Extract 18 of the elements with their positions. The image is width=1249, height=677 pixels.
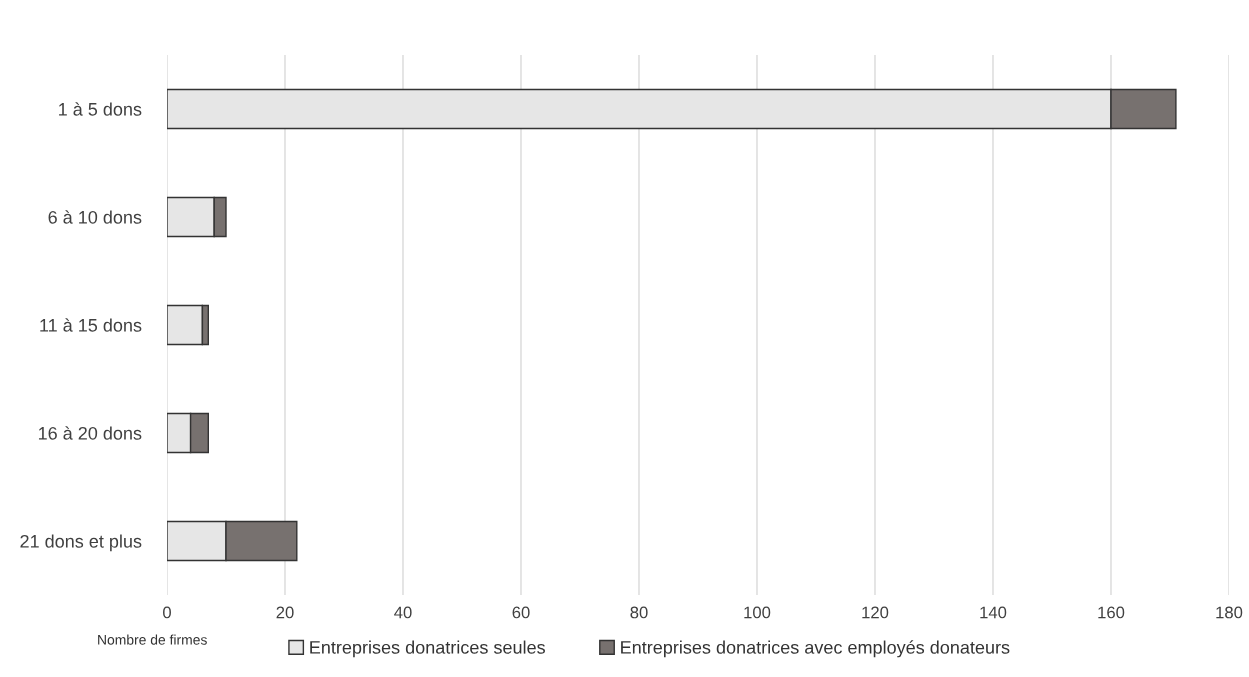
x-tick-label: 140 [980, 606, 1007, 619]
y-tick-label: 16 à 20 dons [38, 426, 142, 440]
y-tick-label: 1 à 5 dons [59, 102, 142, 116]
x-tick-label: 0 [163, 606, 171, 619]
x-tick-label: 60 [512, 606, 530, 619]
x-tick-label: 100 [744, 606, 771, 619]
x-tick-label: 180 [1216, 606, 1243, 619]
y-tick-label: 11 à 15 dons [40, 318, 142, 332]
x-tick-label: 160 [1098, 606, 1125, 619]
legend-label: Entreprises donatrices seules [310, 640, 545, 658]
x-tick-label: 40 [394, 606, 412, 619]
y-tick-label: 21 dons et plus [20, 534, 142, 552]
legend-label: Entreprises donatrices avec employés donateurs [621, 640, 1010, 658]
x-tick-label: 80 [630, 606, 648, 619]
x-tick-label: 20 [276, 606, 294, 619]
y-tick-label: 6 à 10 dons [48, 210, 142, 224]
x-tick-label: 120 [862, 606, 889, 619]
x-axis-title: Nombre de firmes [98, 634, 207, 645]
